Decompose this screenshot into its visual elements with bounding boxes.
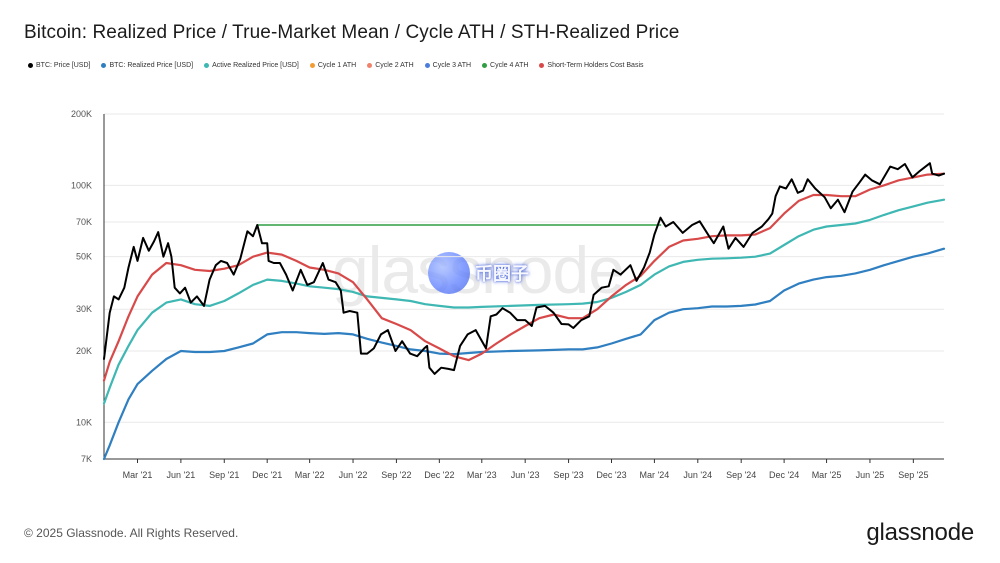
x-tick-label: Dec '23 <box>596 470 626 480</box>
legend-item[interactable]: Short-Term Holders Cost Basis <box>539 62 644 69</box>
legend-dot-icon <box>367 63 373 68</box>
legend-item[interactable]: Cycle 4 ATH <box>482 62 528 69</box>
legend-label: Active Realized Price [USD] <box>212 62 299 69</box>
x-tick-label: Jun '21 <box>167 470 196 480</box>
legend-label: BTC: Realized Price [USD] <box>109 62 194 69</box>
x-tick-label: Mar '21 <box>123 470 153 480</box>
y-tick-label: 200K <box>71 109 92 119</box>
y-tick-label: 7K <box>81 454 92 464</box>
chart-svg: 7K 10K 20K 30K 50K 70K 100K 200K Mar '21 Jun '21 S… <box>71 109 946 480</box>
page-title: Bitcoin: Realized Price / True-Market Me… <box>24 22 680 43</box>
x-tick-label: Mar '22 <box>295 470 325 480</box>
series-line-short-term-holders-cost-basis <box>102 172 946 382</box>
series-line-btc-realized-price-usd <box>102 247 946 461</box>
legend-label: Cycle 3 ATH <box>432 62 472 69</box>
x-tick-label: Dec '22 <box>424 470 454 480</box>
legend-item[interactable]: BTC: Realized Price [USD] <box>101 62 193 69</box>
y-tick-label: 100K <box>71 180 92 190</box>
legend-label: BTC: Price [USD] <box>36 62 91 69</box>
legend-item[interactable]: BTC: Price [USD] <box>28 62 90 69</box>
chart-legend: BTC: Price [USD] BTC: Realized Price [USD… <box>28 62 644 69</box>
x-tick-label: Sep '22 <box>381 470 411 480</box>
y-tick-label: 30K <box>76 304 92 314</box>
legend-label: Cycle 4 ATH <box>490 62 529 69</box>
legend-label: Cycle 1 ATH <box>317 62 357 69</box>
legend-dot-icon <box>424 63 430 68</box>
legend-label: Cycle 2 ATH <box>375 62 414 69</box>
x-tick-label: Sep '25 <box>898 470 928 480</box>
legend-dot-icon <box>309 63 315 68</box>
legend-dot-icon <box>204 63 210 68</box>
legend-item[interactable]: Cycle 3 ATH <box>424 62 472 69</box>
y-tick-label: 50K <box>76 252 92 262</box>
x-tick-label: Mar '24 <box>640 470 670 480</box>
x-tick-label: Dec '21 <box>252 470 282 480</box>
series-line-btc-price-usd <box>103 162 945 375</box>
x-tick-label: Jun '22 <box>339 470 368 480</box>
x-tick-label: Jun '24 <box>683 470 712 480</box>
legend-dot-icon <box>539 63 545 68</box>
x-tick-label: Jun '25 <box>856 470 885 480</box>
legend-dot-icon <box>482 63 488 68</box>
legend-item[interactable]: Cycle 2 ATH <box>367 62 414 69</box>
x-tick-label: Mar '25 <box>812 470 842 480</box>
glassnode-logo: glassnode <box>866 519 974 546</box>
x-tick-label: Sep '21 <box>209 470 239 480</box>
chart-area: 7K 10K 20K 30K 50K 70K 100K 200K Mar '21 Jun '21 S… <box>0 100 1000 500</box>
x-tick-label: Sep '24 <box>726 470 756 480</box>
x-tick-label: Mar '23 <box>467 470 497 480</box>
y-tick-label: 70K <box>76 217 92 227</box>
y-tick-label: 20K <box>76 346 92 356</box>
legend-item[interactable]: Active Realized Price [USD] <box>204 62 299 69</box>
legend-dot-icon <box>101 63 107 68</box>
x-tick-label: Sep '23 <box>553 470 583 480</box>
x-tick-label: Jun '23 <box>511 470 540 480</box>
legend-label: Short-Term Holders Cost Basis <box>547 62 644 69</box>
legend-item[interactable]: Cycle 1 ATH <box>309 62 357 69</box>
y-tick-label: 10K <box>76 417 92 427</box>
legend-dot-icon <box>28 63 33 68</box>
x-tick-label: Dec '24 <box>769 470 799 480</box>
series-line-active-realized-price-usd <box>102 198 946 405</box>
copyright-text: © 2025 Glassnode. All Rights Reserved. <box>24 526 239 540</box>
